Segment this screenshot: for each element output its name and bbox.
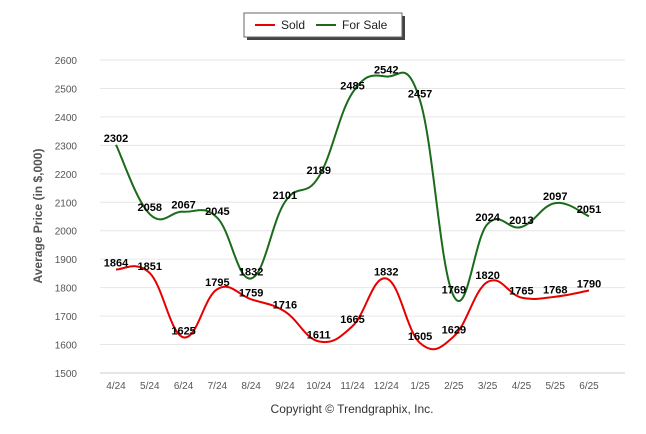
- data-label-sold: 1611: [307, 329, 331, 341]
- y-tick-label: 1700: [55, 312, 78, 323]
- y-tick-label: 2400: [55, 113, 78, 124]
- data-label-sold: 1795: [205, 277, 229, 289]
- y-tick-label: 1500: [55, 369, 78, 380]
- data-label-sold: 1605: [408, 331, 432, 343]
- data-label-for-sale: 2485: [340, 81, 364, 93]
- copyright-footer: Copyright © Trendgraphix, Inc.: [271, 402, 434, 416]
- data-label-sold: 1820: [475, 270, 499, 282]
- y-tick-label: 2200: [55, 170, 78, 181]
- y-tick-label: 2000: [55, 227, 78, 238]
- data-labels: 1864 1851 1625 1795 1759 1716 1611 1665 1832 1605…: [104, 65, 601, 344]
- x-tick-label: 11/24: [340, 381, 365, 392]
- data-label-for-sale: 2045: [205, 206, 229, 218]
- data-label-for-sale: 2051: [577, 204, 601, 216]
- x-tick-label: 8/24: [241, 381, 261, 392]
- y-tick-label: 2100: [55, 198, 78, 209]
- legend-label-sold: Sold: [281, 18, 305, 32]
- legend: Sold For Sale: [243, 12, 405, 40]
- x-tick-label: 6/25: [579, 381, 599, 392]
- grid: [100, 59, 625, 374]
- x-tick-label: 1/25: [410, 381, 430, 392]
- data-label-for-sale: 2097: [543, 191, 567, 203]
- x-tick-label: 7/24: [208, 381, 228, 392]
- data-label-sold: 1790: [577, 278, 601, 290]
- legend-label-for-sale: For Sale: [342, 18, 388, 32]
- data-label-for-sale: 1769: [442, 284, 466, 296]
- data-label-for-sale: 2457: [408, 89, 432, 101]
- data-label-sold: 1629: [442, 324, 466, 336]
- series: [115, 71, 590, 351]
- y-tick-label: 2600: [55, 56, 78, 67]
- x-tick-label: 10/24: [306, 381, 331, 392]
- data-label-for-sale: 2189: [306, 165, 330, 177]
- x-tick-label: 4/25: [512, 381, 532, 392]
- y-tick-label: 1900: [55, 255, 78, 266]
- data-label-sold: 1851: [138, 261, 162, 273]
- data-label-sold: 1765: [509, 286, 533, 298]
- data-label-sold: 1759: [239, 287, 263, 299]
- data-label-sold: 1864: [104, 257, 129, 269]
- series-line-sold: [115, 265, 590, 351]
- data-label-for-sale: 2542: [374, 65, 398, 77]
- data-label-sold: 1832: [374, 267, 398, 279]
- data-label-sold: 1625: [171, 325, 195, 337]
- y-tick-label: 2500: [55, 84, 78, 95]
- data-label-for-sale: 2302: [104, 133, 128, 145]
- data-label-for-sale: 1832: [239, 267, 263, 279]
- x-tick-label: 9/24: [275, 381, 295, 392]
- x-axis-ticks: 4/24 5/24 6/24 7/24 8/24 9/24 10/24 11/24 12/24 1…: [106, 381, 599, 392]
- data-label-for-sale: 2067: [171, 200, 195, 212]
- y-tick-label: 2300: [55, 141, 78, 152]
- x-tick-label: 4/24: [106, 381, 126, 392]
- data-label-for-sale: 2101: [273, 190, 297, 202]
- data-label-sold: 1768: [543, 285, 567, 297]
- y-tick-label: 1800: [55, 284, 78, 295]
- x-tick-label: 3/25: [478, 381, 498, 392]
- x-tick-label: 2/25: [444, 381, 464, 392]
- x-tick-label: 12/24: [374, 381, 399, 392]
- data-label-sold: 1716: [273, 300, 297, 312]
- series-line-for-sale: [115, 71, 590, 302]
- data-label-sold: 1665: [340, 314, 364, 326]
- data-label-for-sale: 2024: [475, 212, 500, 224]
- x-tick-label: 6/24: [174, 381, 194, 392]
- x-tick-label: 5/25: [545, 381, 565, 392]
- y-axis-ticks: 1500 1600 1700 1800 1900 2000 2100 2200 2300 2400…: [55, 56, 78, 380]
- x-tick-label: 5/24: [140, 381, 160, 392]
- data-label-for-sale: 2013: [509, 215, 533, 227]
- y-tick-label: 1600: [55, 341, 78, 352]
- y-axis-title: Average Price (in $,000): [31, 149, 45, 284]
- data-label-for-sale: 2058: [138, 202, 162, 214]
